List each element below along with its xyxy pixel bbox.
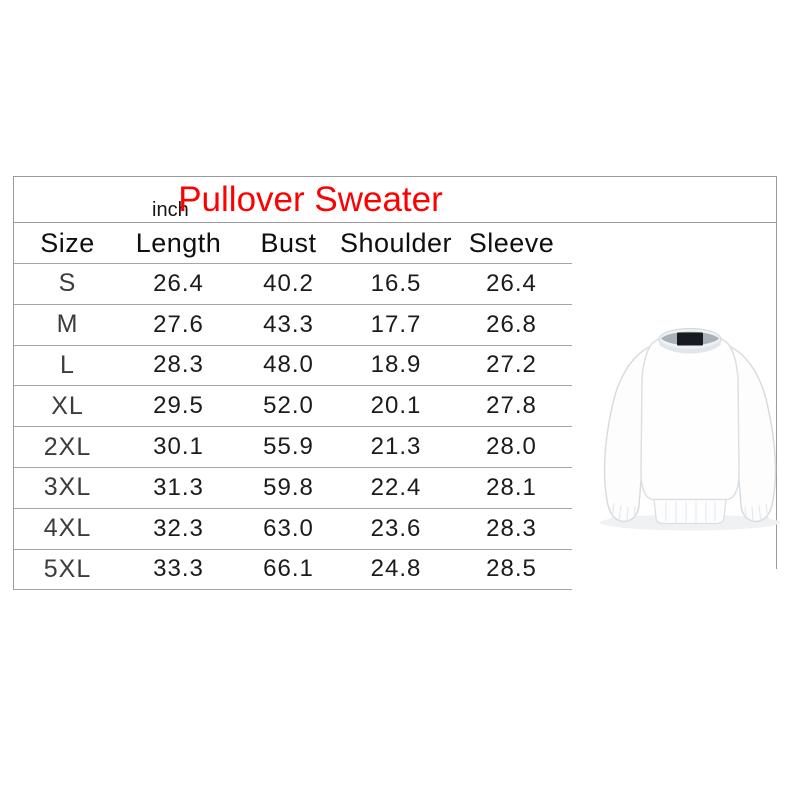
size-cell: L	[60, 350, 75, 379]
size-cell: 5XL	[43, 554, 92, 583]
table-right-border	[776, 176, 777, 569]
size-cell: M	[56, 310, 79, 339]
shoulder-cell: 23.6	[370, 514, 422, 542]
measurement-grid: Size Length Bust Shoulder Sleeve S 26.4 …	[14, 223, 572, 591]
table-row-xl: XL 29.5 52.0 20.1 27.8	[14, 386, 572, 428]
sleeve-cell: 26.8	[486, 310, 537, 338]
bust-cell: 40.2	[263, 269, 314, 297]
column-header-sleeve: Sleeve	[468, 227, 555, 258]
shoulder-cell: 16.5	[370, 269, 422, 297]
column-header-shoulder: Shoulder	[339, 227, 453, 258]
bust-cell: 48.0	[263, 351, 314, 379]
sleeve-cell: 28.3	[486, 514, 537, 542]
bust-cell: 63.0	[263, 514, 314, 542]
sleeve-cell: 26.4	[486, 269, 537, 297]
sweater-cuff-ribs	[611, 503, 769, 522]
sweater-neck-label	[677, 332, 703, 346]
table-row-l: L 28.3 48.0 18.9 27.2	[14, 346, 572, 387]
length-cell: 28.3	[153, 351, 204, 379]
chart-title: Pullover Sweater	[178, 180, 443, 219]
size-cell: XL	[51, 391, 84, 420]
size-cell: S	[58, 269, 77, 298]
sweater-body	[640, 328, 740, 501]
column-header-length: Length	[135, 227, 222, 258]
table-row-3xl: 3XL 31.3 59.8 22.4 28.1	[14, 468, 572, 509]
sweater-collar-front	[659, 340, 721, 354]
shoulder-cell: 21.3	[370, 433, 422, 461]
size-cell: 2XL	[43, 432, 92, 461]
bust-cell: 59.8	[263, 473, 314, 501]
bust-cell: 55.9	[263, 433, 314, 461]
sleeve-cell: 28.0	[486, 433, 537, 461]
table-row-2xl: 2XL 30.1 55.9 21.3 28.0	[14, 427, 572, 468]
length-cell: 31.3	[153, 473, 204, 501]
column-header-size: Size	[40, 227, 95, 258]
sleeve-cell: 28.1	[486, 473, 537, 501]
length-cell: 32.3	[153, 514, 204, 542]
sleeve-cell: 28.5	[486, 555, 537, 583]
bust-cell: 52.0	[263, 392, 314, 420]
length-cell: 26.4	[153, 269, 204, 297]
length-cell: 30.1	[153, 433, 204, 461]
table-row-s: S 26.4 40.2 16.5 26.4	[14, 264, 572, 305]
length-cell: 33.3	[153, 555, 204, 583]
bust-cell: 43.3	[263, 310, 314, 338]
shoulder-cell: 20.1	[370, 392, 422, 420]
size-cell: 4XL	[43, 514, 92, 543]
table-row-5xl: 5XL 33.3 66.1 24.8 28.5	[14, 550, 572, 591]
column-header-bust: Bust	[260, 227, 317, 258]
shoulder-cell: 17.7	[370, 310, 422, 338]
table-row-4xl: 4XL 32.3 63.0 23.6 28.3	[14, 509, 572, 550]
size-cell: 3XL	[43, 473, 92, 502]
length-cell: 27.6	[153, 310, 204, 338]
shoulder-cell: 18.9	[370, 351, 422, 379]
shoulder-cell: 22.4	[370, 473, 422, 501]
sweater-waistband	[653, 498, 727, 525]
unit-label: inch	[152, 199, 189, 221]
shoulder-cell: 24.8	[370, 555, 422, 583]
table-header-row: Size Length Bust Shoulder Sleeve	[14, 223, 572, 264]
sweater-waistband-ribs	[665, 501, 716, 523]
bust-cell: 66.1	[263, 555, 314, 583]
length-cell: 29.5	[153, 392, 204, 420]
table-row-m: M 27.6 43.3 17.7 26.8	[14, 305, 572, 346]
pullover-sweater-image	[600, 327, 780, 531]
sleeve-cell: 27.8	[486, 392, 537, 420]
table-title-row: inch Pullover Sweater	[14, 177, 777, 223]
size-chart-table: inch Pullover Sweater Size Length Bust S…	[13, 176, 777, 591]
sleeve-cell: 27.2	[486, 351, 537, 379]
